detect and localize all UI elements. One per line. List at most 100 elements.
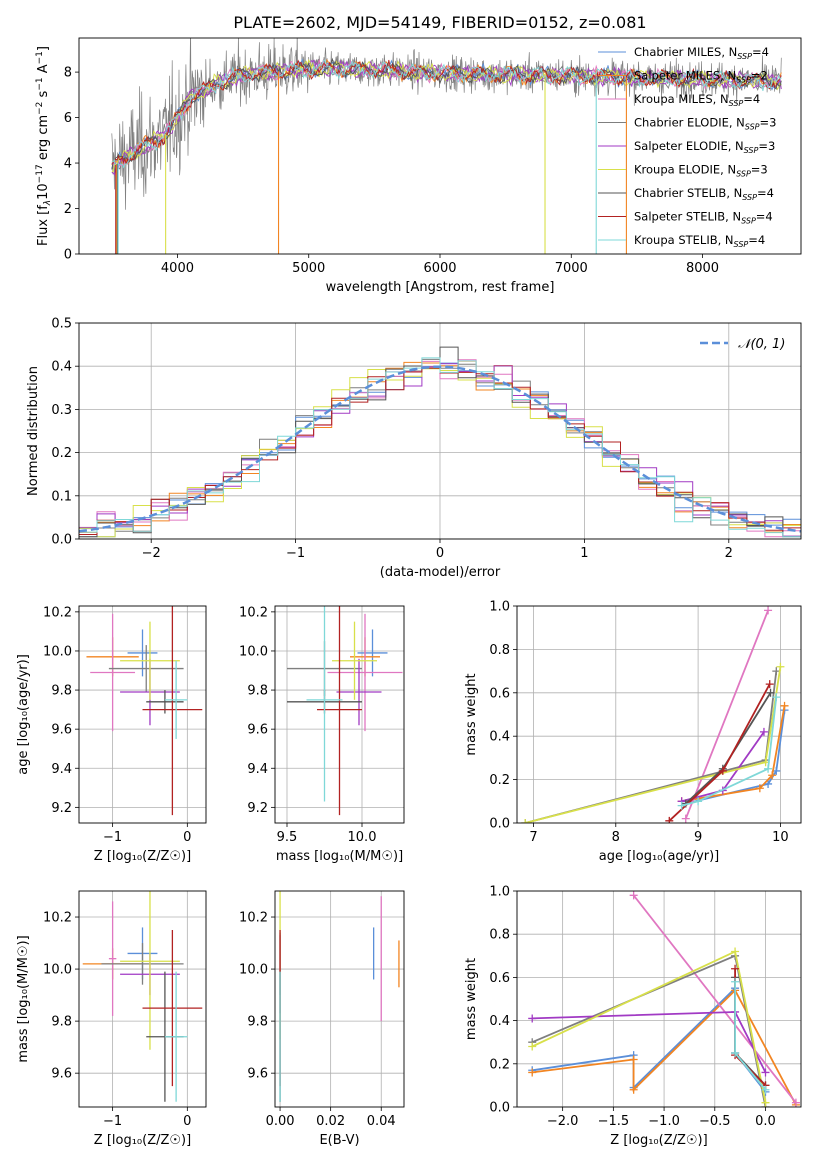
y-tick-label: 0.0 <box>489 1101 510 1116</box>
x-tick-label: −2.0 <box>547 1114 579 1129</box>
x-axis-label: mass [log₁₀(M/M☉)] <box>276 849 403 864</box>
y-axis-label: age [log₁₀(age/yr)] <box>16 654 31 775</box>
x-tick-label: −1.0 <box>648 1114 680 1129</box>
y-tick-label: 9.6 <box>51 1067 72 1082</box>
y-tick-label: 0.2 <box>489 773 510 788</box>
weight-point-marker <box>665 816 674 823</box>
y-tick-label: 9.2 <box>51 801 72 816</box>
legend-suffix: =3 <box>760 116 777 130</box>
legend-subscript: SSP <box>729 99 744 108</box>
x-axis-label: Z [log₁₀(Z/Z☉)] <box>94 849 191 864</box>
weight-point-marker <box>759 727 768 736</box>
y-tick-label: 0.4 <box>489 730 510 745</box>
x-tick-label: 0 <box>436 546 444 561</box>
weight-series-line <box>531 954 767 1107</box>
weight-point-marker <box>791 1098 800 1107</box>
y-tick-label: 9.6 <box>247 1067 268 1082</box>
y-tick-label: 10.2 <box>239 605 268 620</box>
weight-point-marker <box>528 1014 537 1023</box>
y-axis-label: Flux [fλ10−17 erg cm−2 s−1 A−1] <box>35 46 53 246</box>
y-axis-label-part: 10 <box>36 183 51 200</box>
legend-entry: Kroupa STELIB, NSSP=4 <box>634 233 765 249</box>
y-tick-label: 9.8 <box>247 684 268 699</box>
legend-label: Kroupa MILES, N <box>634 92 729 106</box>
y-tick-label: 0.2 <box>51 446 72 461</box>
x-tick-label: 10.0 <box>348 830 377 845</box>
y-tick-label: 10.2 <box>43 911 72 926</box>
y-axis-label-part: Flux [f <box>36 205 51 246</box>
y-tick-label: 0.5 <box>51 317 72 332</box>
plot-area <box>79 606 206 823</box>
y-tick-label: 9.8 <box>51 684 72 699</box>
y-tick-label: 0 <box>64 248 72 263</box>
weight-point-marker <box>528 1042 537 1051</box>
plot-area <box>79 891 206 1107</box>
weight-point-marker <box>694 797 703 806</box>
panel-mass-vs-EBV: 0.00 0.02 0.04 9.6 9.8 10.0 10.2 E(B-V) <box>239 890 405 1148</box>
y-tick-label: 10.2 <box>239 911 268 926</box>
legend-label: Chabrier MILES, N <box>634 45 737 59</box>
y-tick-label: 10.0 <box>239 644 268 659</box>
weight-point-marker <box>766 688 775 697</box>
weight-point-marker <box>731 964 740 973</box>
x-tick-label: 7000 <box>555 261 588 276</box>
weight-point-marker <box>761 1098 770 1107</box>
y-tick-label: 0.0 <box>51 533 72 548</box>
model-spectrum-line <box>111 58 782 173</box>
weight-point-marker <box>765 680 774 689</box>
panel-mass-vs-Z: −1 0 9.6 9.8 10.0 10.2 Z [log₁₀(Z/Z☉)] mass [lo… <box>16 890 207 1148</box>
legend-label: Salpeter MILES, N <box>634 69 736 83</box>
legend-suffix: =4 <box>757 186 774 200</box>
weight-point-marker <box>731 977 740 986</box>
plot-area <box>517 891 801 1107</box>
weight-point-marker <box>764 764 773 773</box>
y-tick-label: 10.0 <box>43 644 72 659</box>
x-axis-label: Z [log₁₀(Z/Z☉)] <box>610 1133 707 1148</box>
y-tick-label: 0.1 <box>51 489 72 504</box>
y-tick-label: 0.3 <box>51 403 72 418</box>
y-axis-label-part: −1 <box>35 51 45 64</box>
x-axis-label: E(B-V) <box>319 1133 359 1148</box>
legend-suffix: =2 <box>751 69 768 83</box>
y-tick-label: 6 <box>64 111 72 126</box>
legend-subscript: SSP <box>742 193 757 202</box>
panel-spectrum: 4000 5000 6000 7000 8000 0 2 4 6 8 wavelength [Ang… <box>35 37 802 295</box>
weight-series-line <box>681 705 786 803</box>
x-axis-label: Z [log₁₀(Z/Z☉)] <box>94 1133 191 1148</box>
weight-series-line <box>681 696 778 807</box>
gaussian-curve <box>79 365 801 533</box>
weight-point-marker <box>780 701 789 710</box>
axes-frame <box>274 605 405 824</box>
x-tick-label: 4000 <box>161 261 194 276</box>
x-tick-label: 0.04 <box>367 1114 396 1129</box>
weight-point-marker <box>764 606 773 615</box>
y-tick-label: 9.4 <box>247 762 268 777</box>
weight-point-marker <box>761 1085 770 1094</box>
weight-point-marker <box>681 814 690 823</box>
y-axis-label-part: s <box>36 90 51 101</box>
y-tick-label: 0.0 <box>489 817 510 832</box>
legend-entry: Salpeter ELODIE, NSSP=3 <box>634 139 775 155</box>
y-axis-label-part: A <box>36 64 51 77</box>
y-axis-label: mass weight <box>464 673 479 755</box>
axes-frame <box>78 37 802 255</box>
x-axis-label: wavelength [Angstrom, rest frame] <box>326 280 555 295</box>
histogram-step <box>79 357 801 538</box>
y-axis-label-part: erg cm <box>36 115 51 164</box>
x-tick-label: 8000 <box>686 261 719 276</box>
x-tick-label: 0.00 <box>266 1114 295 1129</box>
y-tick-label: 10.0 <box>43 963 72 978</box>
legend-entry: Chabrier ELODIE, NSSP=3 <box>634 116 776 132</box>
legend-suffix: =4 <box>748 233 765 247</box>
y-tick-label: 0.8 <box>489 643 510 658</box>
y-tick-label: 10.2 <box>43 605 72 620</box>
x-tick-label: 0.02 <box>316 1114 345 1129</box>
y-tick-label: 0.4 <box>51 360 72 375</box>
x-tick-label: 8 <box>612 830 620 845</box>
y-tick-label: 1.0 <box>489 600 510 615</box>
weight-point-marker <box>764 779 773 788</box>
legend-suffix: =4 <box>756 210 773 224</box>
weight-point-marker <box>761 1068 770 1077</box>
legend-subscript: SSP <box>744 146 759 155</box>
